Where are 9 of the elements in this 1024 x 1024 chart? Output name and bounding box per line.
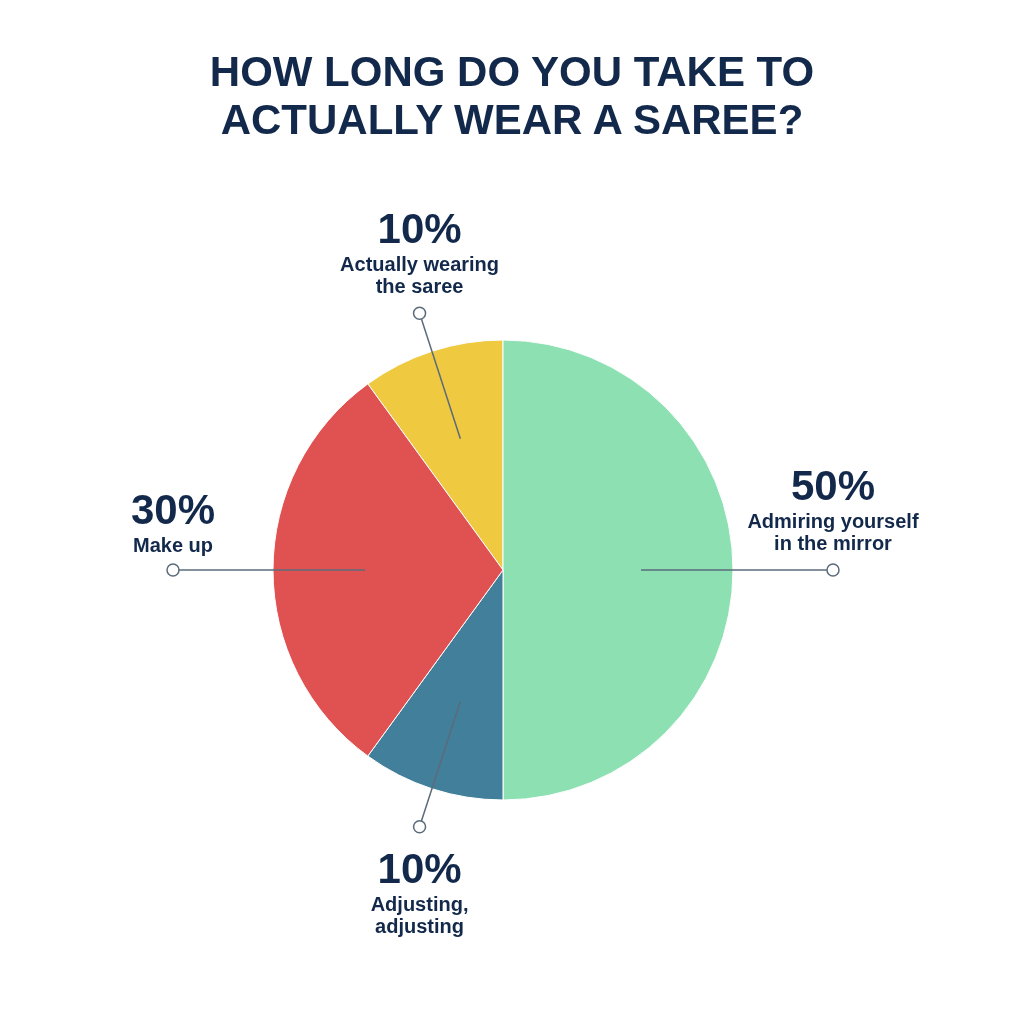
slice-label: Make up xyxy=(132,533,214,556)
chart-title: HOW LONG DO YOU TAKE TO ACTUALLY WEAR A SAREE? xyxy=(208,47,816,146)
slice-label: Adjusting, adjusting xyxy=(370,892,469,937)
data-label: 10% xyxy=(377,844,462,892)
data-label: 30% xyxy=(130,485,216,533)
data-label: 50% xyxy=(790,461,876,509)
slice-label: Actually wearing the saree xyxy=(340,252,500,297)
data-label: 10% xyxy=(377,204,462,252)
slice-label: Admiring yourself in the mirror xyxy=(747,509,919,554)
